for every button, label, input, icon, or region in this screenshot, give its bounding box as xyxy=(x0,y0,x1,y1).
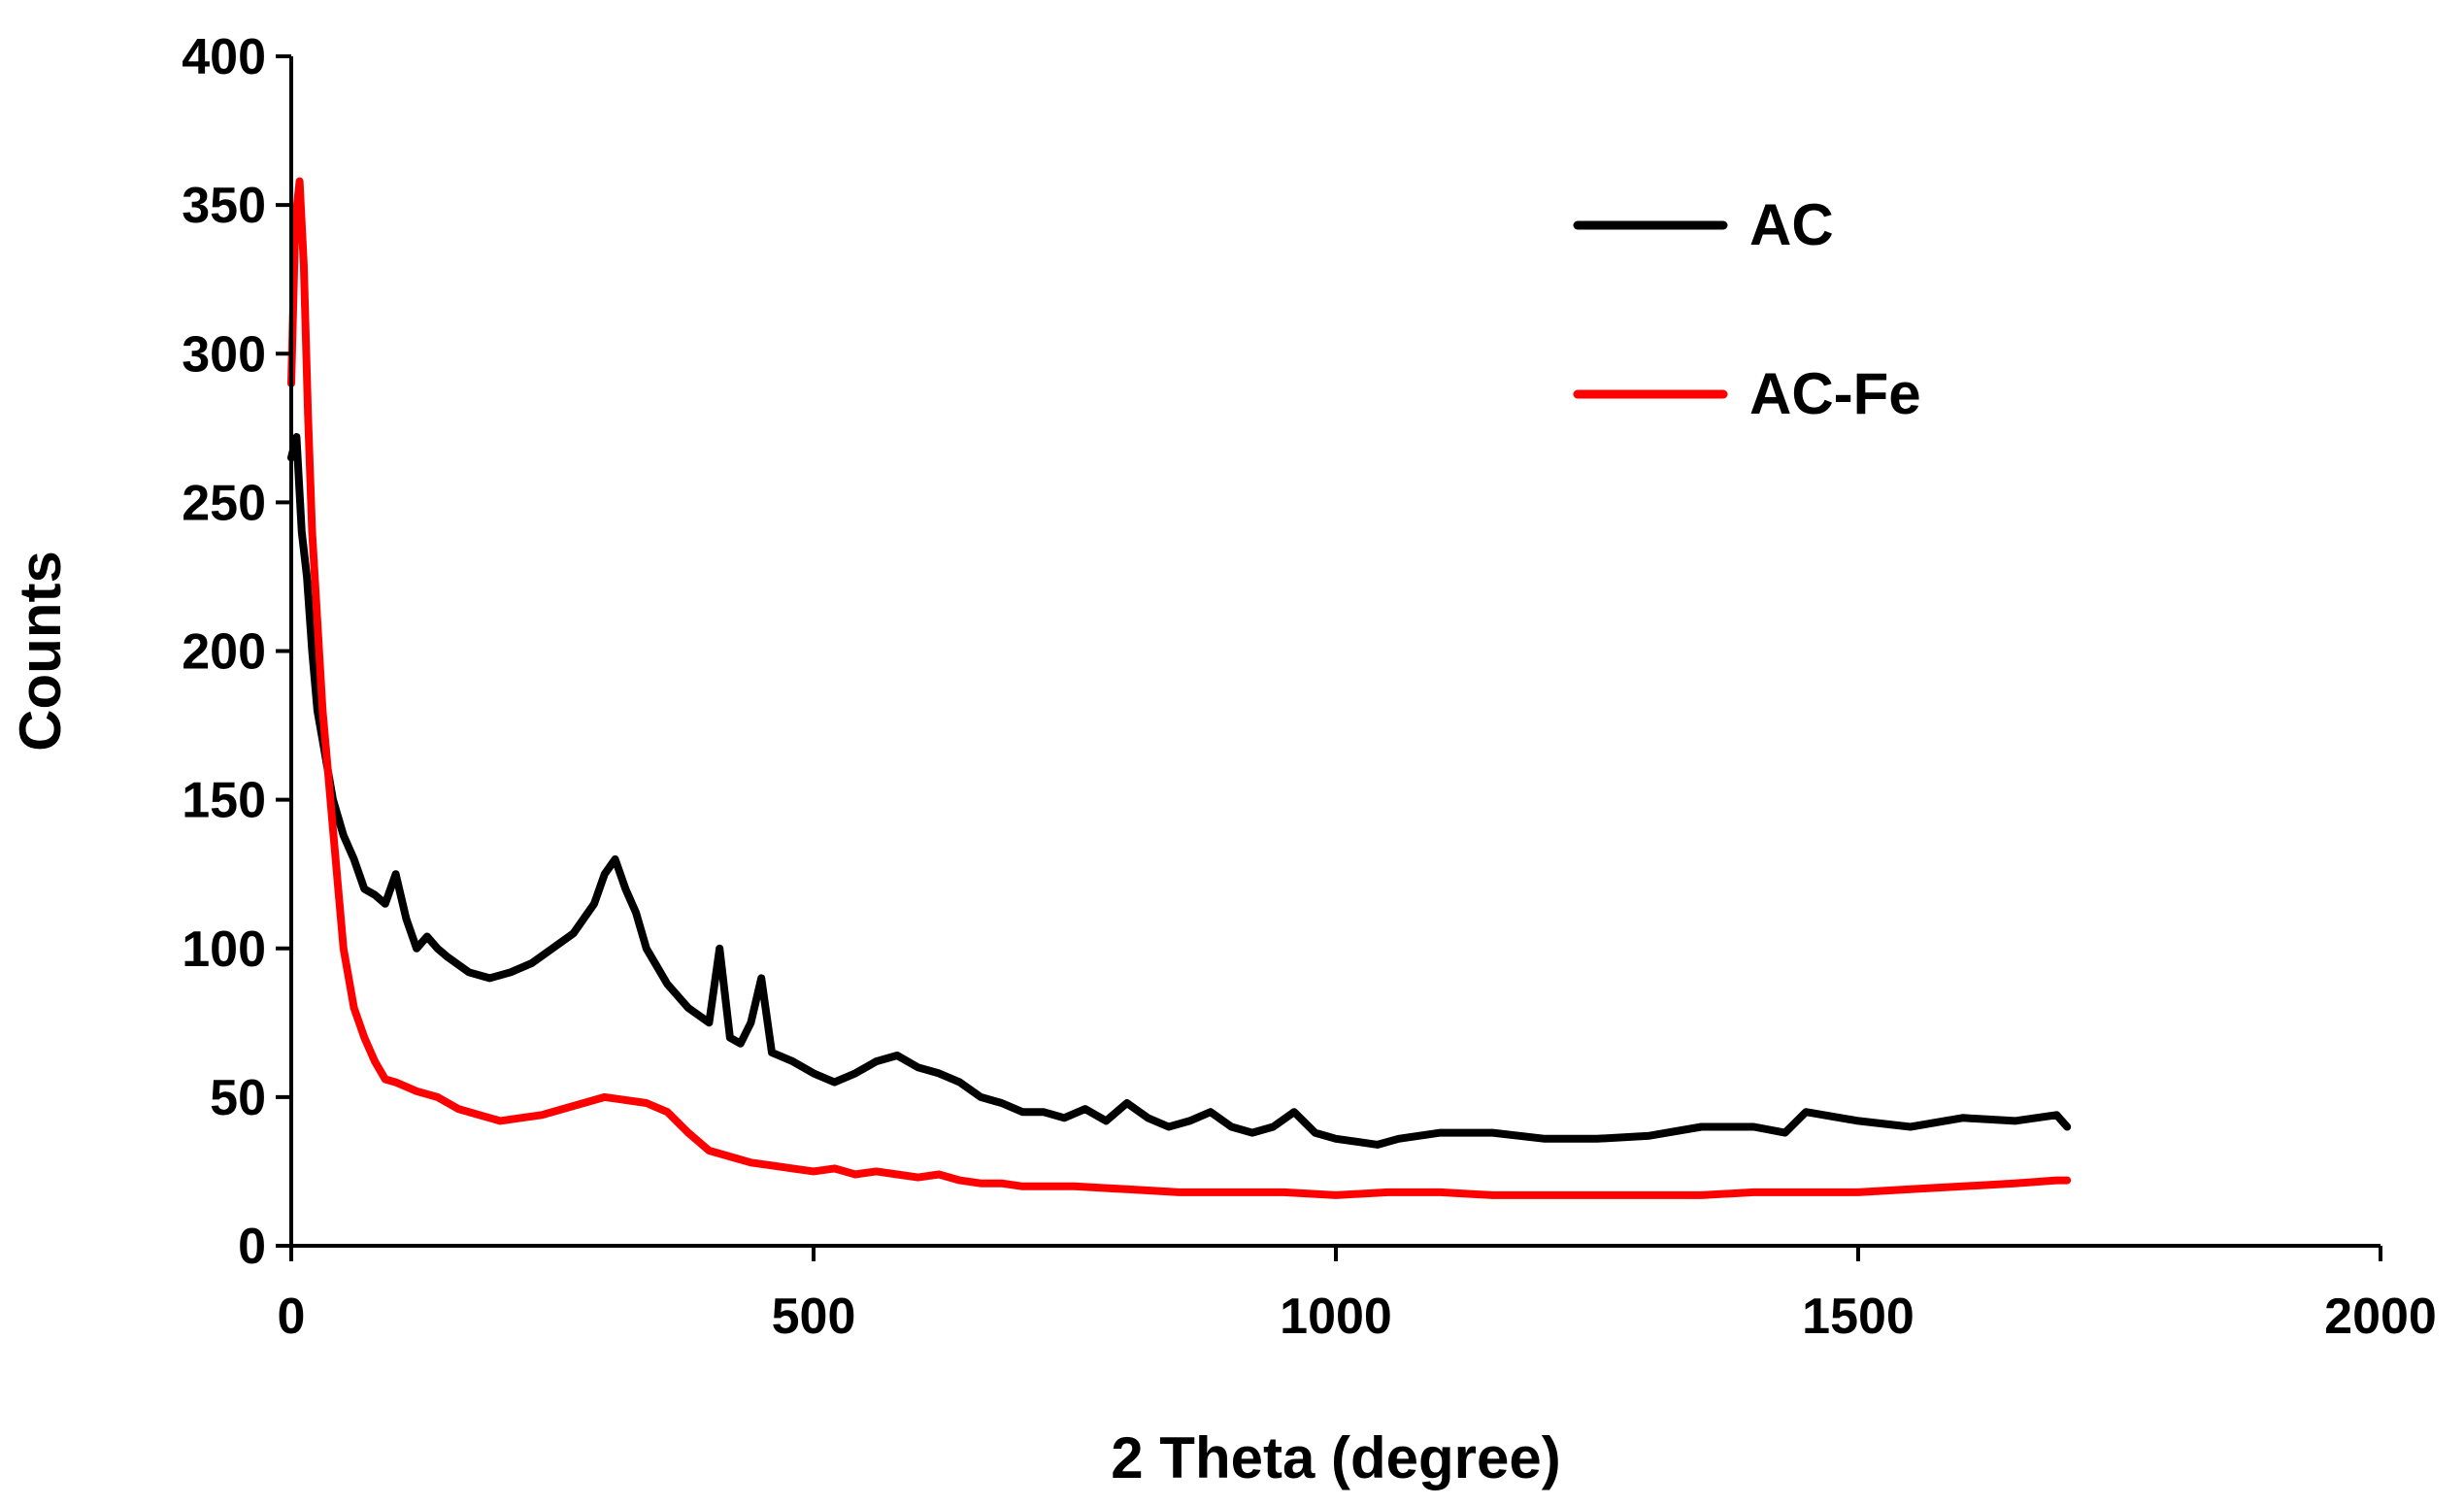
x-tick-label: 500 xyxy=(772,1288,856,1345)
x-axis-title: 2 Theta (degree) xyxy=(1111,1425,1560,1490)
series-line-ac-fe xyxy=(287,177,2072,1199)
y-tick-label: 350 xyxy=(182,178,266,234)
series-line-ac xyxy=(287,433,2072,1149)
x-tick-label: 1000 xyxy=(1280,1288,1392,1345)
y-tick-label: 50 xyxy=(210,1070,266,1126)
y-axis-ticks: 0 50 100 150 200 250 300 350 400 xyxy=(182,29,291,1275)
y-tick-label: 0 xyxy=(238,1219,266,1275)
legend-label: AC-Fe xyxy=(1749,361,1921,426)
legend: AC AC-Fe xyxy=(1573,192,1921,426)
x-tick-label: 0 xyxy=(278,1288,306,1345)
x-tick-label: 2000 xyxy=(2324,1288,2437,1345)
y-tick-label: 250 xyxy=(182,475,266,531)
x-tick-label: 1500 xyxy=(1802,1288,1915,1345)
y-tick-label: 200 xyxy=(182,624,266,681)
y-tick-label: 400 xyxy=(182,29,266,85)
plot-area xyxy=(287,177,2072,1199)
y-tick-label: 150 xyxy=(182,773,266,829)
legend-label: AC xyxy=(1749,192,1834,257)
axes: 0 50 100 150 200 250 300 350 400 0 500 1000 1500 200… xyxy=(182,29,2437,1345)
y-tick-label: 300 xyxy=(182,326,266,383)
y-axis-title: Counts xyxy=(8,551,73,752)
y-tick-label: 100 xyxy=(182,921,266,978)
x-axis-ticks: 0 500 1000 1500 2000 xyxy=(278,1246,2437,1345)
